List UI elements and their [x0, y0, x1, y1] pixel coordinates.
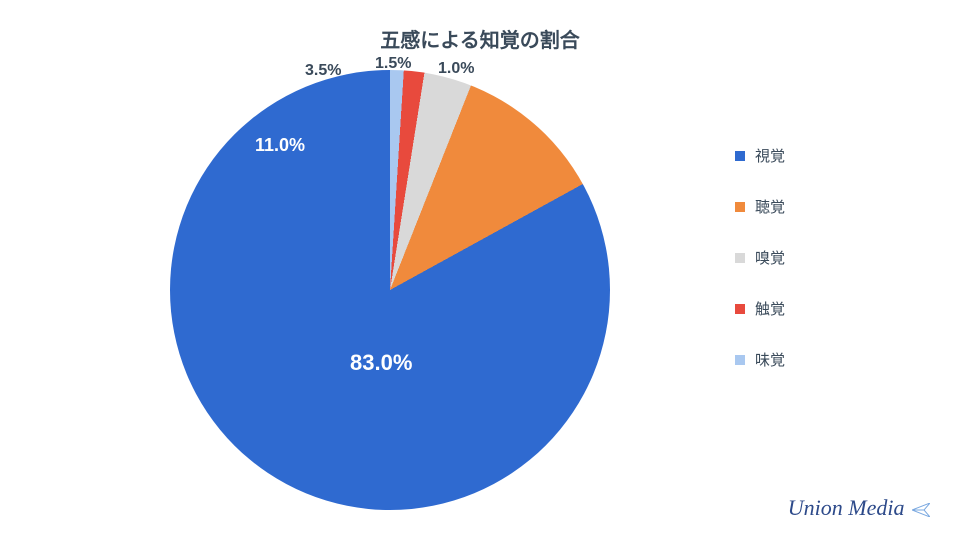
- legend-swatch: [735, 355, 745, 365]
- legend-item-hearing: 聴覚: [735, 196, 785, 217]
- brand-logo: Union Media: [788, 495, 930, 523]
- pie-graphic: [170, 70, 610, 510]
- slice-label-taste: 1.0%: [438, 60, 474, 78]
- legend-swatch: [735, 202, 745, 212]
- slice-label-touch: 1.5%: [375, 55, 411, 73]
- legend-item-touch: 触覚: [735, 298, 785, 319]
- pie-chart: [170, 70, 610, 510]
- legend-label: 嗅覚: [755, 247, 785, 268]
- chart-container: 五感による知覚の割合 83.0% 11.0% 3.5% 1.5% 1.0% 視覚…: [0, 0, 960, 539]
- legend-swatch: [735, 151, 745, 161]
- brand-text: Union Media: [788, 495, 905, 520]
- slice-label-hearing: 11.0%: [255, 135, 305, 156]
- paper-plane-icon: [912, 497, 930, 523]
- legend-label: 触覚: [755, 298, 785, 319]
- legend-swatch: [735, 304, 745, 314]
- slice-label-vision: 83.0%: [350, 350, 412, 376]
- slice-label-smell: 3.5%: [305, 62, 341, 80]
- legend-item-vision: 視覚: [735, 145, 785, 166]
- legend-label: 視覚: [755, 145, 785, 166]
- legend: 視覚 聴覚 嗅覚 触覚 味覚: [735, 145, 785, 400]
- legend-item-taste: 味覚: [735, 349, 785, 370]
- legend-label: 聴覚: [755, 196, 785, 217]
- chart-title: 五感による知覚の割合: [0, 24, 960, 53]
- legend-swatch: [735, 253, 745, 263]
- legend-label: 味覚: [755, 349, 785, 370]
- legend-item-smell: 嗅覚: [735, 247, 785, 268]
